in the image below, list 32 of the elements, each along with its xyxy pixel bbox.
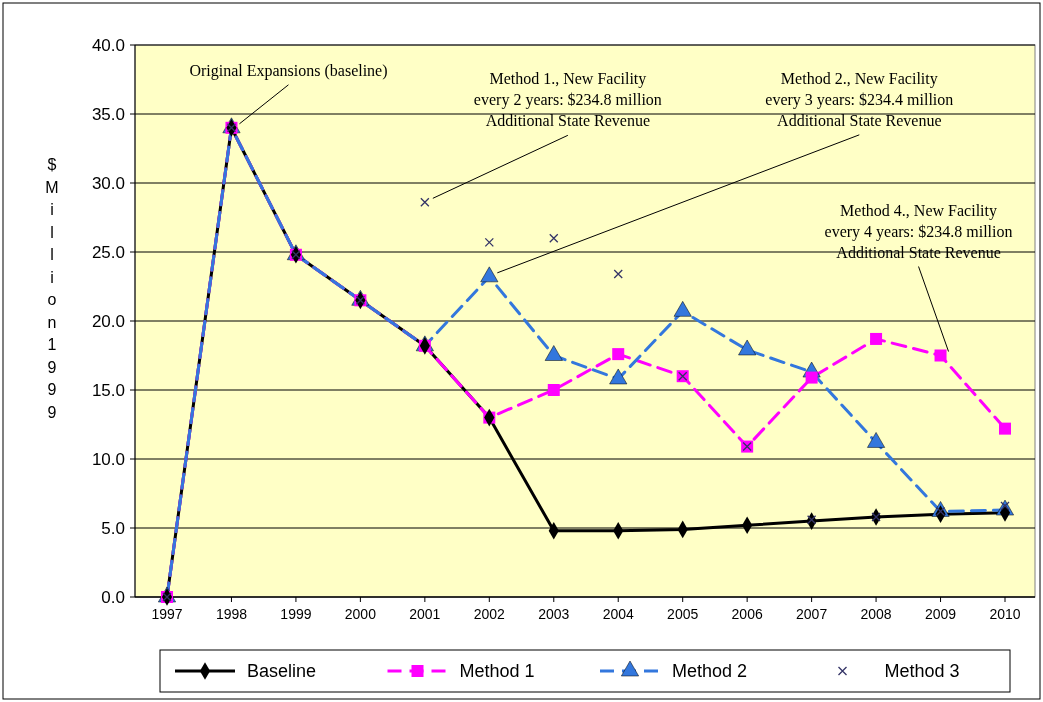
x-tick-label: 2010 <box>989 606 1021 622</box>
y-tick-label: 30.0 <box>91 173 125 193</box>
y-tick-label: 10.0 <box>91 449 125 469</box>
y-tick-label: 35.0 <box>91 104 125 124</box>
y-tick-label: 5.0 <box>101 518 125 538</box>
x-tick-label: 2005 <box>667 606 699 622</box>
annotation: Original Expansions (baseline) <box>189 61 388 80</box>
text: $ Million 1999 <box>45 156 59 421</box>
x-tick-label: 2002 <box>473 606 506 622</box>
x-tick-label: 1998 <box>215 606 248 622</box>
x-tick-label: 2000 <box>344 606 377 622</box>
legend-label: Method 1 <box>459 661 535 682</box>
y-tick-label: 0.0 <box>101 587 125 607</box>
annotation: Method 4., New Facility every 4 years: $234.8 million Additional State Revenue <box>824 201 1013 261</box>
x-tick-label: 1999 <box>280 606 312 622</box>
x-tick-label: 2008 <box>860 606 892 622</box>
x-tick-label: 2006 <box>731 606 763 622</box>
x-tick-label: 2003 <box>538 606 570 622</box>
legend-label: Method 3 <box>884 661 960 682</box>
y-tick-label: 25.0 <box>91 242 125 262</box>
x-tick-label: 1997 <box>151 606 183 622</box>
y-tick-label: 20.0 <box>91 311 125 331</box>
y-tick-label: 40.0 <box>91 35 125 55</box>
x-tick-label: 2009 <box>924 606 957 622</box>
x-tick-label: 2004 <box>602 606 635 622</box>
x-tick-label: 2001 <box>409 606 441 622</box>
annotation: Method 2., New Facility every 3 years: $234.4 million Additional State Revenue <box>765 69 954 129</box>
x-tick-label: 2007 <box>796 606 828 622</box>
legend-label: Baseline <box>247 661 317 682</box>
annotation: Method 1., New Facility every 2 years: $234.8 million Additional State Revenue <box>473 70 662 130</box>
legend-label: Method 2 <box>672 661 748 682</box>
y-tick-label: 15.0 <box>91 380 125 400</box>
